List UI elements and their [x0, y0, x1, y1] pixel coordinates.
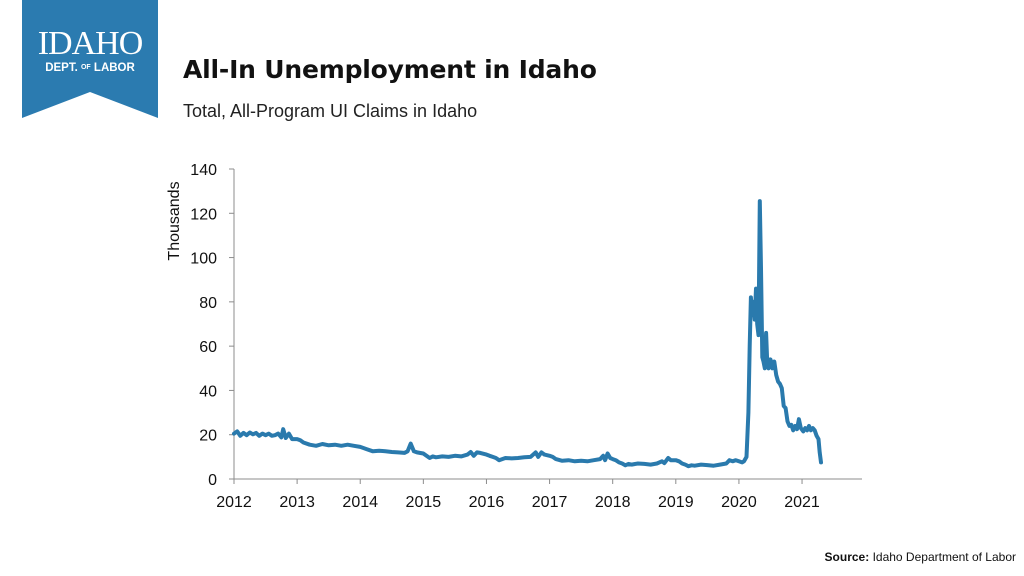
x-tick-label: 2015 — [406, 494, 442, 511]
idaho-dept-of-labor-logo: IDAHO DEPT. OF LABOR — [22, 0, 158, 118]
x-tick-label: 2020 — [721, 494, 757, 511]
y-tick-label: 120 — [190, 206, 217, 223]
x-tick-label: 2017 — [532, 494, 568, 511]
y-tick-label: 0 — [208, 472, 217, 489]
logo-banner-shape — [22, 0, 158, 118]
y-axis-title: Thousands — [166, 181, 183, 260]
source-text: Idaho Department of Labor — [872, 550, 1016, 564]
y-tick-label: 60 — [199, 339, 217, 356]
source-label: Source: — [824, 550, 870, 564]
x-tick-label: 2014 — [342, 494, 378, 511]
page-title: All-In Unemployment in Idaho — [183, 55, 597, 84]
x-tick-label: 2016 — [469, 494, 505, 511]
x-tick-label: 2013 — [279, 494, 315, 511]
y-tick-label: 140 — [190, 162, 217, 179]
page-subtitle: Total, All-Program UI Claims in Idaho — [183, 101, 478, 121]
x-tick-label: 2021 — [784, 494, 820, 511]
y-tick-label: 20 — [199, 428, 217, 445]
logo-subname: DEPT. OF LABOR — [45, 60, 135, 74]
y-tick-label: 100 — [190, 251, 217, 268]
x-tick-label: 2012 — [216, 494, 252, 511]
source-note: Source: Idaho Department of Labor — [825, 550, 1016, 564]
y-tick-label: 80 — [199, 295, 217, 312]
y-tick-label: 40 — [199, 383, 217, 400]
x-tick-label: 2019 — [658, 494, 694, 511]
x-tick-label: 2018 — [595, 494, 631, 511]
series-line-claims — [232, 199, 823, 469]
logo-name: IDAHO — [38, 25, 143, 62]
